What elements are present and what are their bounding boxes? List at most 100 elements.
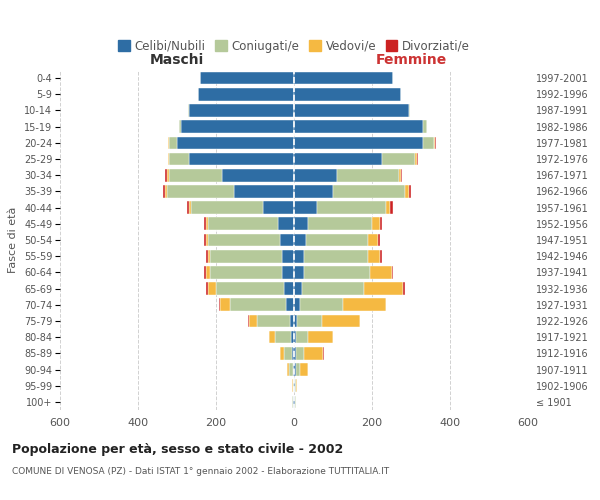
- Y-axis label: Fasce di età: Fasce di età: [8, 207, 19, 273]
- Bar: [300, 363, 308, 376]
- Bar: [284, 347, 292, 360]
- Bar: [289, 363, 293, 376]
- Bar: [249, 314, 257, 328]
- Bar: [199, 88, 294, 101]
- Bar: [208, 282, 216, 295]
- Bar: [296, 363, 300, 376]
- Bar: [294, 266, 304, 278]
- Bar: [302, 282, 364, 295]
- Bar: [204, 266, 206, 278]
- Bar: [294, 331, 296, 344]
- Bar: [290, 314, 294, 328]
- Bar: [292, 347, 294, 360]
- Text: Maschi: Maschi: [150, 53, 204, 67]
- Bar: [216, 282, 284, 295]
- Bar: [167, 152, 169, 166]
- Bar: [400, 169, 401, 181]
- Bar: [294, 380, 295, 392]
- Bar: [386, 202, 389, 214]
- Bar: [283, 266, 294, 278]
- Bar: [210, 266, 283, 278]
- Bar: [337, 169, 400, 181]
- Bar: [206, 266, 210, 278]
- Bar: [392, 266, 394, 278]
- Bar: [275, 331, 291, 344]
- Bar: [294, 363, 296, 376]
- Bar: [206, 282, 208, 295]
- Bar: [263, 202, 294, 214]
- Bar: [169, 152, 188, 166]
- Bar: [291, 331, 294, 344]
- Bar: [382, 152, 415, 166]
- Bar: [308, 218, 372, 230]
- Bar: [409, 185, 411, 198]
- Bar: [283, 250, 294, 262]
- Bar: [294, 298, 300, 311]
- Bar: [248, 314, 249, 328]
- Bar: [294, 185, 333, 198]
- Bar: [294, 202, 317, 214]
- Bar: [292, 396, 293, 408]
- Bar: [306, 234, 368, 246]
- Bar: [208, 250, 210, 262]
- Bar: [188, 152, 294, 166]
- Bar: [294, 250, 304, 262]
- Bar: [294, 218, 308, 230]
- Bar: [295, 396, 296, 408]
- Bar: [167, 185, 233, 198]
- Bar: [401, 169, 402, 181]
- Bar: [296, 380, 297, 392]
- Bar: [389, 202, 392, 214]
- Bar: [167, 169, 169, 181]
- Bar: [415, 152, 417, 166]
- Bar: [294, 282, 302, 295]
- Bar: [370, 266, 392, 278]
- Bar: [188, 104, 294, 117]
- Bar: [286, 298, 294, 311]
- Bar: [322, 314, 359, 328]
- Bar: [188, 202, 191, 214]
- Bar: [206, 250, 208, 262]
- Bar: [294, 88, 401, 101]
- Bar: [423, 136, 434, 149]
- Bar: [304, 347, 323, 360]
- Bar: [317, 202, 386, 214]
- Bar: [380, 250, 382, 262]
- Bar: [294, 169, 337, 181]
- Bar: [166, 185, 167, 198]
- Bar: [304, 266, 370, 278]
- Bar: [368, 250, 380, 262]
- Bar: [280, 234, 294, 246]
- Bar: [423, 120, 427, 133]
- Bar: [166, 169, 167, 181]
- Bar: [294, 136, 423, 149]
- Bar: [294, 314, 297, 328]
- Bar: [434, 136, 435, 149]
- Bar: [208, 218, 278, 230]
- Bar: [294, 396, 295, 408]
- Bar: [304, 250, 368, 262]
- Bar: [177, 136, 294, 149]
- Text: Femmine: Femmine: [376, 53, 446, 67]
- Bar: [208, 234, 280, 246]
- Bar: [210, 250, 283, 262]
- Bar: [204, 218, 206, 230]
- Bar: [257, 314, 290, 328]
- Bar: [222, 169, 294, 181]
- Bar: [295, 380, 296, 392]
- Bar: [364, 282, 403, 295]
- Bar: [233, 185, 294, 198]
- Bar: [191, 202, 263, 214]
- Bar: [181, 120, 294, 133]
- Bar: [294, 120, 423, 133]
- Bar: [297, 314, 322, 328]
- Bar: [284, 282, 294, 295]
- Bar: [293, 363, 294, 376]
- Bar: [417, 152, 418, 166]
- Bar: [333, 185, 405, 198]
- Text: Popolazione per età, sesso e stato civile - 2002: Popolazione per età, sesso e stato civil…: [12, 442, 343, 456]
- Bar: [294, 72, 394, 85]
- Bar: [343, 298, 386, 311]
- Bar: [163, 185, 165, 198]
- Bar: [230, 298, 286, 311]
